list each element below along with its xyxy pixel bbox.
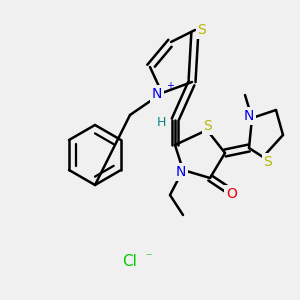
Text: S: S: [198, 23, 206, 37]
Text: H: H: [156, 116, 166, 128]
Text: +: +: [166, 81, 174, 91]
Text: Cl: Cl: [123, 254, 137, 269]
Text: O: O: [226, 187, 237, 201]
Text: N: N: [176, 165, 186, 179]
Text: N: N: [152, 87, 162, 101]
Text: ⁻: ⁻: [145, 251, 151, 265]
Text: S: S: [204, 119, 212, 133]
Text: S: S: [264, 155, 272, 169]
Text: N: N: [244, 109, 254, 123]
